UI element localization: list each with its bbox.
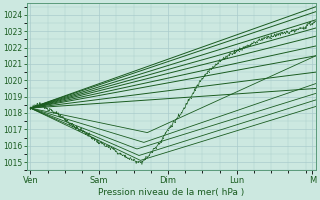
X-axis label: Pression niveau de la mer( hPa ): Pression niveau de la mer( hPa ) (98, 188, 244, 197)
